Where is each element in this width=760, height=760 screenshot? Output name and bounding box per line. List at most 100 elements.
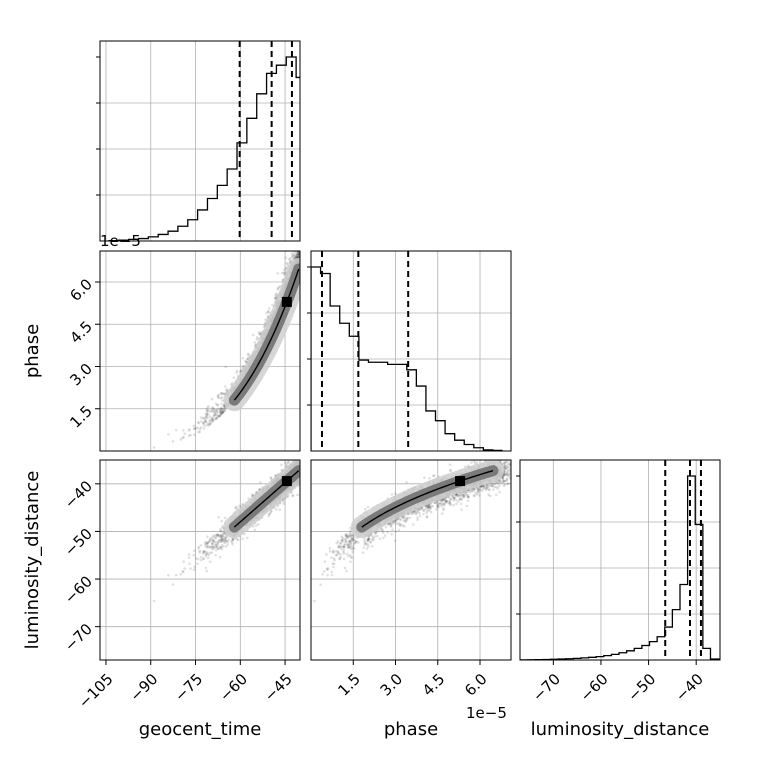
- sample-point: [285, 262, 289, 265]
- sample-point: [295, 454, 298, 457]
- sample-point: [278, 508, 282, 512]
- sample-point: [208, 410, 212, 413]
- sample-point: [212, 418, 215, 422]
- sample-point: [219, 413, 222, 416]
- sample-point: [214, 543, 218, 547]
- sample-point: [213, 546, 216, 549]
- sample-point: [246, 536, 249, 540]
- sample-point: [222, 392, 225, 396]
- sample-point: [203, 542, 207, 546]
- sample-point: [193, 427, 196, 431]
- sample-point: [282, 502, 286, 506]
- sample-point: [294, 456, 297, 459]
- sample-point: [277, 285, 281, 289]
- sample-point: [225, 535, 229, 539]
- sample-point: [217, 547, 220, 551]
- sample-point: [220, 407, 224, 411]
- sample-point: [208, 551, 212, 555]
- sample-point: [274, 296, 277, 300]
- sample-point: [224, 385, 227, 388]
- sample-point: [206, 409, 209, 413]
- sample-point: [268, 512, 272, 515]
- sample-point: [294, 248, 297, 251]
- sample-point: [273, 297, 277, 300]
- sample-point: [276, 504, 280, 508]
- sample-point: [210, 542, 214, 546]
- sample-point: [282, 500, 285, 503]
- sample-point: [206, 541, 209, 545]
- sample-point: [223, 406, 226, 409]
- sample-point: [215, 534, 219, 537]
- sample-point: [214, 543, 217, 546]
- sample-point: [181, 570, 185, 574]
- sample-point: [219, 412, 223, 415]
- sample-point: [293, 251, 296, 254]
- sample-point: [211, 410, 214, 413]
- sample-point: [231, 537, 235, 541]
- sample-point: [187, 429, 191, 432]
- sample-point: [202, 557, 206, 560]
- sample-point: [208, 422, 212, 426]
- sample-point: [196, 562, 199, 566]
- sample-point: [223, 540, 227, 543]
- sample-point: [201, 416, 205, 420]
- sample-point: [204, 420, 207, 423]
- sample-point: [223, 409, 226, 413]
- sample-point: [214, 541, 218, 544]
- sample-point: [204, 544, 207, 548]
- sample-point: [208, 539, 212, 542]
- sample-point: [250, 493, 254, 496]
- sample-point: [226, 388, 229, 392]
- sample-point: [207, 422, 211, 426]
- sample-point: [283, 268, 286, 271]
- sample-point: [217, 534, 221, 538]
- sample-point: [214, 408, 218, 412]
- sample-point: [299, 245, 302, 248]
- sample-point: [218, 534, 222, 537]
- sample-point: [282, 271, 286, 275]
- sample-point: [202, 427, 206, 430]
- sample-point: [197, 545, 201, 549]
- sample-point: [297, 252, 300, 255]
- sample-point: [294, 254, 298, 258]
- sample-point: [179, 438, 183, 441]
- sample-point: [227, 538, 231, 541]
- sample-point: [214, 536, 217, 539]
- sample-point: [219, 546, 223, 549]
- sample-point: [208, 545, 212, 549]
- sample-point: [296, 243, 299, 246]
- sample-point: [298, 454, 301, 457]
- sample-point: [219, 392, 223, 395]
- sample-point: [287, 461, 290, 464]
- sample-point: [203, 420, 207, 423]
- sample-point: [221, 526, 224, 530]
- sample-point: [295, 245, 298, 248]
- sample-point: [297, 248, 300, 251]
- sample-point: [296, 254, 300, 257]
- sample-point: [245, 357, 249, 361]
- sample-point: [201, 557, 205, 561]
- sample-point: [217, 407, 220, 411]
- sample-point: [171, 583, 175, 586]
- sample-point: [292, 254, 296, 258]
- geocent_time-vs-phase-frame: [99, 250, 301, 452]
- sample-point: [210, 541, 214, 545]
- sample-point: [297, 253, 300, 257]
- sample-point: [203, 550, 207, 553]
- sample-point: [296, 454, 299, 457]
- sample-point: [218, 414, 222, 417]
- sample-point: [231, 538, 235, 541]
- sample-point: [287, 460, 290, 463]
- sample-point: [206, 552, 210, 555]
- sample-point: [217, 538, 221, 542]
- sample-point: [295, 255, 298, 259]
- sample-point: [241, 356, 245, 360]
- sample-point: [295, 252, 299, 256]
- sample-point: [296, 255, 299, 259]
- sample-point: [207, 540, 211, 543]
- sample-point: [220, 543, 224, 547]
- sample-point: [202, 422, 205, 426]
- sample-point: [287, 257, 291, 261]
- sample-point: [251, 333, 255, 337]
